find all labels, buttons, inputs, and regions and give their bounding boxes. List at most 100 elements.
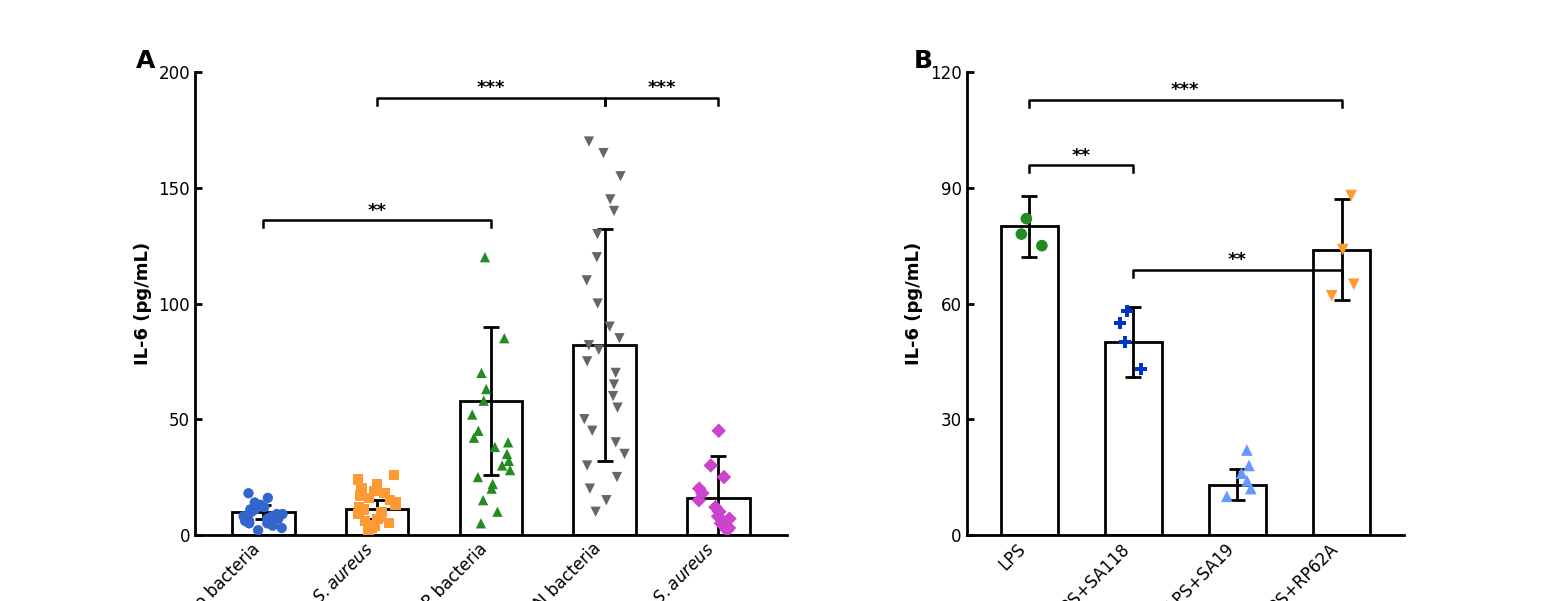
Point <box>1239 484 1264 493</box>
Point <box>594 495 619 505</box>
Point <box>602 206 627 216</box>
Point <box>714 525 739 535</box>
Point <box>496 438 521 447</box>
Point <box>1234 476 1259 486</box>
Point <box>708 519 733 528</box>
Point <box>1014 214 1039 224</box>
Point <box>686 484 711 493</box>
Point <box>574 461 599 471</box>
Point <box>1129 364 1154 374</box>
Point <box>466 426 491 436</box>
Point <box>264 509 289 519</box>
Point <box>601 391 626 401</box>
Point <box>231 511 256 521</box>
Bar <box>460 401 523 535</box>
Point <box>381 470 406 480</box>
Point <box>254 514 279 523</box>
Point <box>576 340 601 350</box>
Point <box>237 505 262 514</box>
Bar <box>1209 485 1267 535</box>
Bar <box>686 498 750 535</box>
Point <box>479 484 504 493</box>
Point <box>465 472 490 482</box>
Point <box>587 345 612 355</box>
Point <box>348 491 373 501</box>
Point <box>382 500 407 510</box>
Point <box>384 498 409 507</box>
Point <box>365 514 390 523</box>
Point <box>716 523 741 532</box>
Bar <box>1104 342 1162 535</box>
Point <box>474 384 499 394</box>
Point <box>1234 445 1259 455</box>
Point <box>699 461 724 471</box>
Point <box>597 322 622 332</box>
Point <box>1108 318 1133 328</box>
Point <box>577 484 602 493</box>
Point <box>498 465 523 475</box>
Point <box>604 438 629 447</box>
Point <box>707 507 732 517</box>
Point <box>608 171 633 181</box>
Point <box>482 442 507 452</box>
Text: **: ** <box>1228 251 1246 269</box>
Point <box>718 514 743 523</box>
Point <box>237 507 262 517</box>
Point <box>359 523 384 532</box>
Point <box>349 484 374 493</box>
Point <box>353 516 378 526</box>
Point <box>259 511 284 521</box>
Point <box>370 507 395 517</box>
Bar <box>1314 249 1370 535</box>
Point <box>1114 307 1139 316</box>
Point <box>605 403 630 412</box>
Bar <box>574 345 636 535</box>
Point <box>1338 191 1363 200</box>
Point <box>1237 461 1262 471</box>
Point <box>1030 241 1055 251</box>
Point <box>242 498 267 507</box>
Point <box>462 433 487 442</box>
Point <box>471 396 496 406</box>
Point <box>460 410 485 419</box>
Point <box>473 252 498 262</box>
Point <box>346 502 371 512</box>
Point <box>1009 230 1034 239</box>
Point <box>1112 337 1137 347</box>
Text: ***: *** <box>1172 81 1200 99</box>
Point <box>378 495 402 505</box>
Point <box>591 148 616 158</box>
Point <box>690 489 714 498</box>
Point <box>604 368 629 378</box>
Point <box>573 415 597 424</box>
Point <box>491 334 516 343</box>
Point <box>604 472 629 482</box>
Bar <box>232 512 295 535</box>
Bar <box>1000 227 1058 535</box>
Point <box>485 507 510 517</box>
Point <box>1342 279 1367 289</box>
Point <box>256 493 281 502</box>
Point <box>686 495 711 505</box>
Point <box>480 479 505 489</box>
Y-axis label: IL-6 (pg/mL): IL-6 (pg/mL) <box>134 242 151 365</box>
Text: B: B <box>914 49 933 73</box>
Point <box>261 521 285 531</box>
Point <box>574 275 599 285</box>
Point <box>470 368 495 378</box>
Text: ***: *** <box>476 79 505 97</box>
Point <box>496 456 521 466</box>
Point <box>577 137 602 147</box>
Point <box>471 495 496 505</box>
Text: A: A <box>136 49 154 73</box>
Point <box>363 521 388 531</box>
Point <box>362 486 387 496</box>
Point <box>270 523 295 532</box>
Text: **: ** <box>1072 147 1090 165</box>
Point <box>251 502 276 512</box>
Point <box>585 299 610 308</box>
Point <box>345 475 370 484</box>
Point <box>574 356 599 366</box>
Point <box>704 502 729 512</box>
Point <box>365 479 390 489</box>
